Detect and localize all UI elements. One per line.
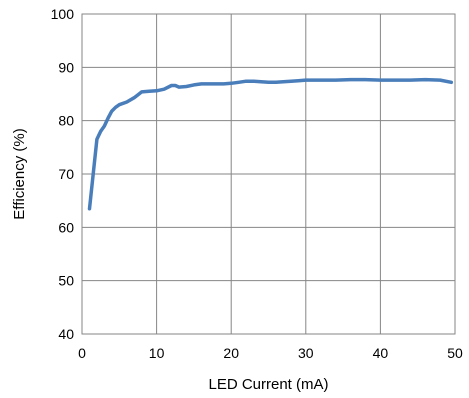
x-tick-label: 30 (298, 345, 314, 361)
y-tick-label: 70 (58, 166, 74, 182)
x-axis-ticks: 0 10 20 30 40 50 (78, 345, 463, 361)
x-tick-label: 40 (373, 345, 389, 361)
grid-lines (81, 13, 456, 335)
x-tick-label: 20 (223, 345, 239, 361)
y-axis-ticks: 40 50 60 70 80 90 100 (51, 6, 75, 342)
plot-area-border (81, 13, 456, 335)
x-axis-label: LED Current (mA) (208, 376, 328, 393)
y-tick-label: 90 (58, 59, 74, 75)
y-tick-label: 40 (58, 326, 74, 342)
y-axis-label: Efficiency (%) (11, 128, 28, 219)
y-tick-label: 50 (58, 273, 74, 289)
y-tick-label: 100 (51, 6, 75, 22)
x-tick-label: 50 (447, 345, 463, 361)
x-tick-label: 10 (149, 345, 165, 361)
series-line (87, 77, 454, 211)
x-tick-label: 0 (78, 345, 86, 361)
y-tick-label: 60 (58, 219, 74, 235)
series-group (87, 77, 454, 211)
y-tick-label: 80 (58, 113, 74, 129)
